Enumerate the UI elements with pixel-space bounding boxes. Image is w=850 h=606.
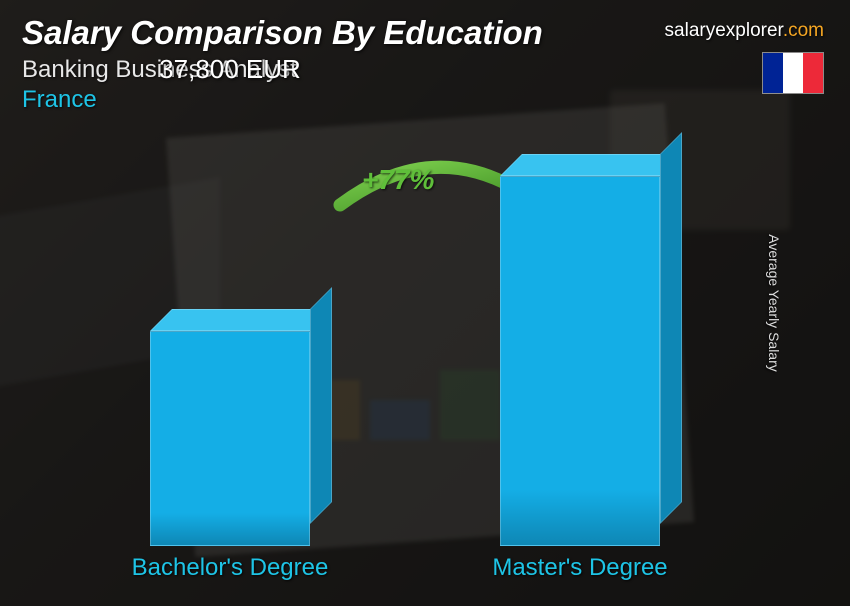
bar-group-bachelor: 37,800 EUR [140,331,320,546]
brand-suffix: .com [783,20,824,41]
brand-text: salaryexplorer.com [665,20,824,42]
bar-front-face [150,331,310,546]
brand-main: salaryexplorer [665,20,783,41]
bar-3d [500,176,660,546]
bar-top-face [150,309,332,331]
bar-value-label: 37,800 EUR [100,54,360,85]
chart-country: France [22,86,828,114]
bar-top-face [500,154,682,176]
bar-group-master: 67,100 EUR [490,176,670,546]
bar-category-label: Master's Degree [450,554,710,582]
bar-side-face [310,287,332,524]
bar-category-label: Bachelor's Degree [100,554,360,582]
bar-3d [150,331,310,546]
bar-front-face [500,176,660,546]
chart-area: 37,800 EUR Bachelor's Degree 67,100 EUR … [60,160,770,586]
flag-stripe [803,53,823,93]
bar-side-face [660,132,682,524]
flag-stripe [783,53,803,93]
flag-icon [762,52,824,94]
flag-stripe [763,53,783,93]
